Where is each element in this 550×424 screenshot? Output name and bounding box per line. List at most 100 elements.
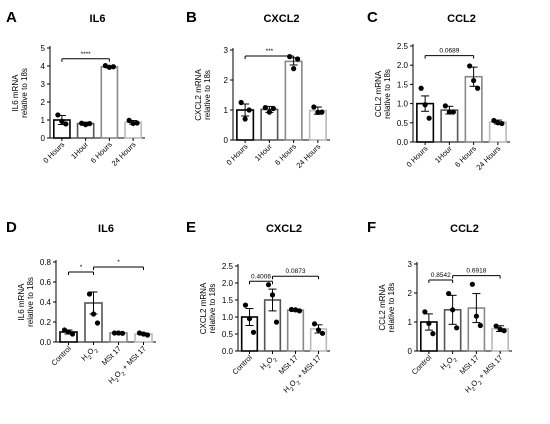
data-point xyxy=(450,307,456,313)
y-tick-label: 2.0 xyxy=(222,279,234,288)
y-tick-label: 3 xyxy=(224,46,229,55)
x-tick-label: 24 Hours xyxy=(294,142,322,170)
panel-title: CXCL2 xyxy=(263,13,299,25)
y-tick-label: 2 xyxy=(408,289,413,298)
x-tick-label: Control xyxy=(230,353,254,377)
y-tick-label: 2.5 xyxy=(222,262,234,271)
y-tick-label: 2 xyxy=(41,98,46,107)
data-point xyxy=(270,105,276,112)
y-tick-label: 0.0 xyxy=(222,347,234,356)
y-tick-label: 0.5 xyxy=(397,119,409,128)
bar xyxy=(440,109,459,143)
data-point xyxy=(144,332,151,338)
x-tick-label: H2O2 xyxy=(438,353,459,374)
y-tick-label: 0.0 xyxy=(397,138,409,147)
data-point xyxy=(63,121,69,127)
data-point xyxy=(262,105,268,111)
x-tick-label: 1Hour xyxy=(69,140,90,161)
data-point xyxy=(499,120,505,127)
data-point xyxy=(242,116,248,122)
bar xyxy=(286,309,305,352)
y-tick-label: 0.4 xyxy=(40,298,52,307)
data-point xyxy=(471,77,477,84)
data-point xyxy=(269,292,276,298)
data-point xyxy=(319,109,325,115)
data-point xyxy=(266,109,272,115)
data-point xyxy=(246,316,253,322)
data-point xyxy=(295,56,301,62)
data-point xyxy=(83,122,89,128)
data-point xyxy=(265,282,272,288)
x-tick-label: 24 Hours xyxy=(474,144,502,172)
data-point xyxy=(87,121,93,127)
data-point xyxy=(61,327,68,333)
x-tick-label: 24 Hours xyxy=(110,140,138,168)
significance-label: **** xyxy=(81,51,92,58)
panel-e: E CXCL2 CXCL2 mRNArelative to 18s 0.0 0.5 1.0… xyxy=(186,219,330,395)
y-tick-label: 2.0 xyxy=(397,61,409,70)
significance-label: 0.0689 xyxy=(439,48,459,55)
y-tick-label: 3 xyxy=(408,260,413,269)
data-point xyxy=(446,290,452,297)
data-point xyxy=(450,109,456,115)
data-point xyxy=(69,331,76,337)
data-point xyxy=(418,85,424,91)
significance-label: *** xyxy=(266,48,274,55)
panel-label: D xyxy=(6,219,17,236)
data-point xyxy=(454,325,460,331)
y-axis-title: CXCL2 mRNArelative to 18s xyxy=(194,69,212,121)
y-tick-label: 1 xyxy=(408,318,413,327)
panel-label: A xyxy=(6,9,17,26)
bar xyxy=(100,66,119,139)
panel-label: C xyxy=(367,9,378,26)
x-tick-label: H2O2 xyxy=(79,344,100,365)
data-point xyxy=(140,331,147,337)
x-tick-label: H2O2 xyxy=(258,353,279,374)
y-axis-title: CXCL2 mRNArelative to 18s xyxy=(199,282,217,334)
data-point xyxy=(134,120,140,126)
data-point xyxy=(430,331,436,337)
data-point xyxy=(59,118,65,124)
data-point xyxy=(238,99,244,106)
y-tick-label: 0.6 xyxy=(40,278,52,287)
panel-title: IL6 xyxy=(98,223,114,235)
y-tick-label: 1 xyxy=(224,106,229,115)
y-tick-label: 0.2 xyxy=(40,318,52,327)
data-point xyxy=(136,330,143,336)
x-tick-label: Control xyxy=(410,353,434,377)
panel-f: F CCL2 CCL2 mRNArelative to 18s 0 1 2 3 Control… xyxy=(367,219,512,395)
data-point xyxy=(495,120,501,126)
data-point xyxy=(493,323,499,329)
y-tick-label: 0.0 xyxy=(40,338,52,347)
y-tick-label: 0 xyxy=(41,134,46,143)
y-axis-title: CCL2 mRNArelative to 18s xyxy=(378,283,396,333)
y-axis-title: IL6 mRNArelative to 18s xyxy=(11,68,29,118)
panel-label: E xyxy=(186,219,196,236)
data-point xyxy=(491,117,497,124)
data-point xyxy=(446,109,452,115)
y-tick-label: 3 xyxy=(41,80,46,89)
data-point xyxy=(422,309,428,315)
data-point xyxy=(106,64,112,70)
significance-label: 0.8542 xyxy=(431,272,451,279)
data-point xyxy=(110,64,116,70)
data-point xyxy=(426,320,432,327)
x-tick-label: 0 Hours xyxy=(405,144,430,169)
data-point xyxy=(319,330,326,336)
data-point xyxy=(473,313,479,319)
data-point xyxy=(296,308,303,314)
y-tick-label: 0.5 xyxy=(222,330,234,339)
panel-title: CXCL2 xyxy=(266,223,302,235)
data-point xyxy=(55,112,61,118)
data-point xyxy=(469,281,475,287)
data-point xyxy=(115,330,122,336)
panel-title: IL6 xyxy=(90,13,106,25)
data-point xyxy=(291,66,297,72)
x-tick-label: 0 Hours xyxy=(41,140,66,165)
data-point xyxy=(250,329,257,335)
data-point xyxy=(287,54,293,60)
significance-label: 0.0873 xyxy=(286,268,306,275)
y-tick-label: 2.5 xyxy=(397,42,409,51)
significance-label: * xyxy=(117,259,120,266)
